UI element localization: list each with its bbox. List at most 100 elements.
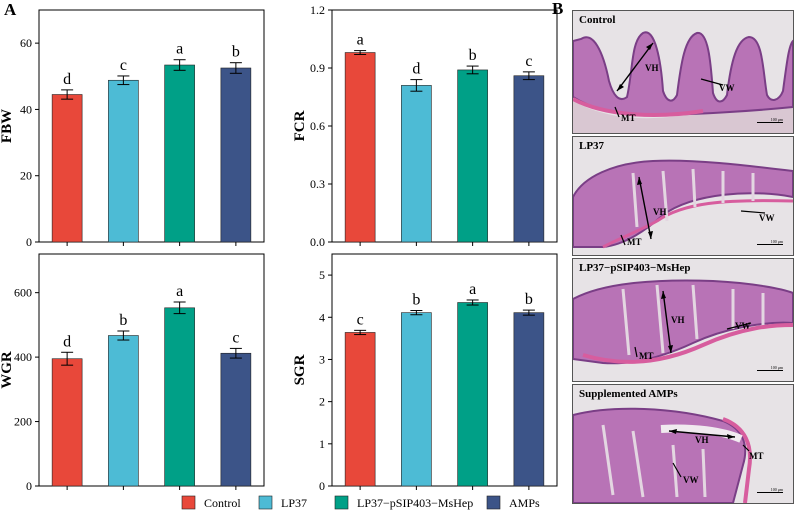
bar [344,52,376,243]
mt-label: MT [627,237,642,247]
significance-letter: c [120,57,127,74]
y-tick-label: 0.3 [310,177,325,191]
vh-label: VH [695,435,709,445]
bar [401,312,432,487]
y-tick-label: 1 [319,437,325,451]
vh-label: VH [671,315,685,325]
y-tick-label: 0.0 [310,235,325,249]
tissue-image-lp37 [573,159,793,249]
plot-frame [38,9,265,243]
vh-label: VH [645,63,659,73]
mt-label: MT [621,113,636,123]
bar [108,79,139,243]
significance-letter: a [176,283,183,300]
y-tick-label: 3 [319,352,325,366]
bar [457,69,488,243]
legend-swatch [181,495,196,510]
tissue-image-lp37-psip403-mshep [573,279,793,365]
scale-text: 100 μm [770,117,783,122]
measure-arrows [668,429,750,478]
bar [513,75,545,243]
significance-letter: a [469,281,476,298]
y-tick-label: 5 [319,268,325,282]
histology-panel-supplemented-amps: Supplemented AMPs VH VW MT 100 μm [572,384,794,504]
y-tick-label: 0 [26,479,32,493]
y-axis-label: FCR [292,110,308,141]
chart-wgr: 0 200 400 600 WGR d b a c [0,253,265,493]
chart-fbw: 0 20 40 60 FBW d c a b [0,9,265,249]
bar [344,332,376,487]
vw-label: VW [719,83,735,93]
measure-arrows [614,42,724,118]
significance-letter: b [412,292,420,309]
legend-label: LP37−pSIP403−MsHep [357,496,473,510]
significance-letter: d [412,61,420,78]
y-tick-label: 60 [20,36,32,50]
significance-letter: b [525,291,533,308]
scale-bar [757,244,783,245]
scale-bar [757,370,783,371]
significance-letter: d [63,333,71,350]
legend-label: Control [204,496,241,510]
y-tick-label: 1.2 [310,3,325,17]
significance-letter: c [232,329,239,346]
panel-label-a: A [4,0,17,19]
bar [164,307,195,487]
histology-panel-control: Control VH VW MT 100 μm [572,10,794,134]
histology-label: Control [579,14,616,26]
scale-text: 100 μm [770,239,783,244]
legend: Control LP37 LP37−pSIP403−MsHep AMPs [181,495,540,510]
significance-letter: c [525,53,532,70]
histology-label: Supplemented AMPs [579,388,678,400]
legend-swatch [258,495,273,510]
bar [457,302,488,487]
chart-fcr: 0.0 0.3 0.6 0.9 1.2 FCR a d b c [292,3,558,249]
y-tick-label: 0 [319,479,325,493]
mt-label: MT [639,351,654,361]
measure-arrows [620,176,766,246]
bar [51,94,83,243]
vw-label: VW [759,213,775,223]
panel-label-b: B [552,0,563,18]
chart-sgr: 0 1 2 3 4 5 SGR c b a b [292,253,558,493]
legend-label: AMPs [509,496,540,510]
y-tick-label: 0 [26,235,32,249]
y-tick-label: 600 [14,286,32,300]
histology-panel-lp37-psip403-mshep: LP37−pSIP403−MsHep VH VW MT 100 μm [572,258,794,382]
y-axis-label: SGR [292,354,308,385]
y-tick-label: 40 [20,102,32,116]
bar [401,85,432,243]
mt-label: MT [749,451,764,461]
scale-bar [757,122,783,123]
legend-label: LP37 [281,496,307,510]
histology-label: LP37 [579,140,605,152]
scale-text: 100 μm [770,487,783,492]
vw-label: VW [683,475,699,485]
y-tick-label: 400 [14,350,32,364]
legend-swatch [334,495,349,510]
y-tick-label: 0.6 [310,119,325,133]
histology-label: LP37−pSIP403−MsHep [579,262,691,274]
histology-panel-lp37: LP37 VH VW MT 100 μm [572,136,794,256]
scale-bar [757,492,783,493]
significance-letter: a [357,32,364,49]
vw-label: VW [735,321,751,331]
tissue-image-supplemented-amps [573,407,752,503]
significance-letter: a [176,41,183,58]
significance-letter: d [63,71,71,88]
significance-letter: b [469,47,477,64]
significance-letter: b [119,312,127,329]
y-axis-label: FBW [0,109,15,143]
y-tick-label: 200 [14,415,32,429]
bar [513,312,545,487]
legend-swatch [486,495,501,510]
scale-text: 100 μm [770,365,783,370]
bar [220,67,252,243]
y-axis-label: WGR [0,351,15,389]
bar [108,335,139,487]
y-tick-label: 20 [20,169,32,183]
measure-arrows [634,290,752,358]
plot-frame [38,253,265,487]
